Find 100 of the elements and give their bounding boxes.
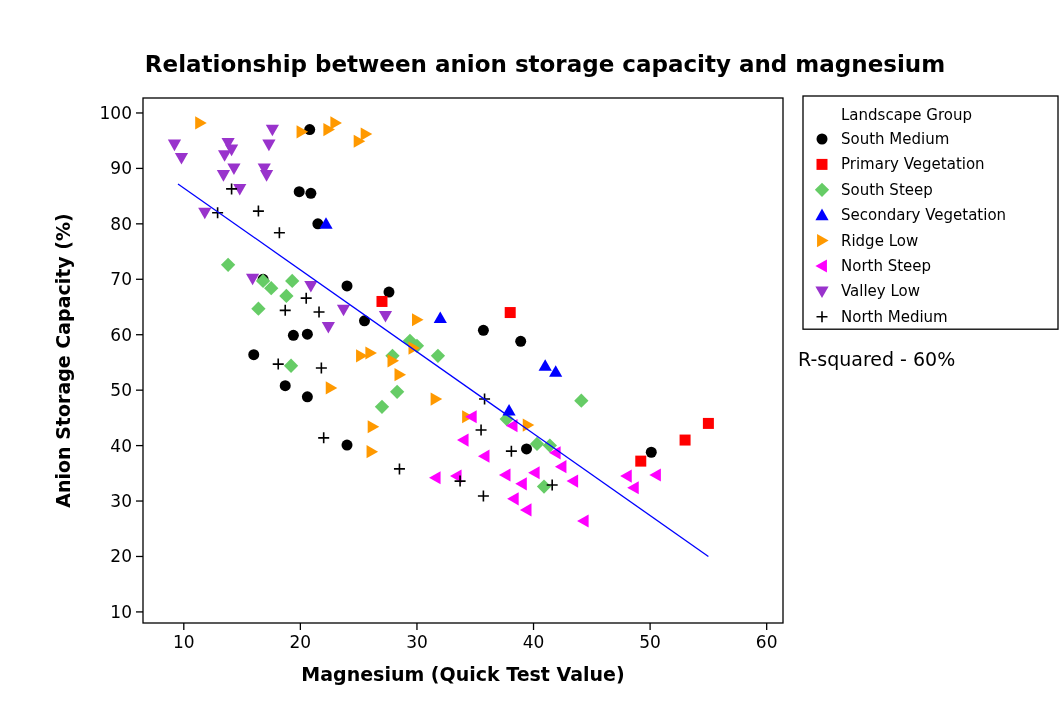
point [304,124,316,136]
point [505,444,518,458]
point [198,207,212,220]
point [456,433,469,447]
point [218,150,232,162]
point [299,291,313,305]
point [412,313,424,327]
point [577,514,589,528]
point [287,329,299,341]
point [477,489,490,503]
point [195,116,207,130]
point [356,349,368,363]
point [554,460,567,474]
point [323,123,335,137]
point [366,445,379,459]
point [365,346,377,360]
y-tick-label: 70 [110,269,132,290]
point [507,492,519,506]
y-tick-label: 50 [110,380,132,401]
point [279,380,291,392]
point [504,307,516,319]
point [389,384,405,399]
point [330,116,342,130]
point [264,281,279,296]
point [394,368,407,382]
x-axis-title: Magnesium (Quick Test Value) [301,663,625,685]
point [174,152,189,165]
y-tick-label: 100 [99,102,132,123]
point [387,354,400,368]
point [620,469,632,483]
point [315,361,328,375]
legend-label: North Medium [841,307,948,326]
chart-title: Relationship between anion storage capacity and magnesium [144,51,946,77]
point [477,324,489,336]
legend-label: Primary Vegetation [841,155,985,174]
y-tick-label: 10 [110,601,132,622]
point [259,170,274,182]
point [278,304,292,317]
legend-label: North Steep [841,257,932,275]
point [474,423,488,437]
point [515,335,527,347]
x-tick-label: 30 [406,632,428,652]
point [167,139,182,152]
x-tick-label: 40 [522,632,545,652]
point [336,304,351,317]
point [358,315,370,327]
point [430,348,446,363]
point [529,436,545,452]
point [545,478,559,492]
point [376,295,388,307]
x-tick-label: 50 [639,632,661,652]
point [566,474,579,488]
point [679,434,691,446]
point [515,477,527,491]
point [453,474,467,488]
y-tick-label: 80 [110,213,132,234]
point [283,358,299,373]
y-tick-label: 30 [110,491,132,512]
text: R-squared - 60% [798,348,956,370]
legend-label: South Medium [841,130,950,148]
point [536,479,552,494]
legend-title: Landscape Group [841,106,973,124]
point [248,349,260,361]
point [319,217,333,229]
point [225,182,238,196]
point [227,163,241,176]
point [293,186,305,198]
point [301,328,313,340]
point [216,170,231,182]
point [317,431,330,445]
point [478,392,491,406]
point [353,134,366,148]
y-axis-title: Anion Storage Capacity (%) [52,213,74,508]
point [702,417,714,429]
y-tick-label: 60 [110,324,132,345]
point [245,273,260,286]
point [393,462,406,476]
y-tick-label: 40 [110,435,132,456]
point [273,226,286,240]
point [528,466,540,480]
y-tick-label: 90 [110,158,132,179]
point [649,468,661,482]
point [635,455,647,467]
point [251,301,266,316]
point [321,322,335,334]
point [538,359,552,371]
point [433,311,447,324]
point [341,280,353,292]
point [265,124,279,137]
point [296,125,309,139]
point [360,127,373,141]
legend-label: South Steep [841,180,933,199]
point [374,399,390,414]
point [220,257,236,273]
point [430,392,443,406]
point [211,206,224,220]
point [574,393,589,408]
point [271,357,285,371]
point [519,503,532,517]
point [383,286,395,298]
